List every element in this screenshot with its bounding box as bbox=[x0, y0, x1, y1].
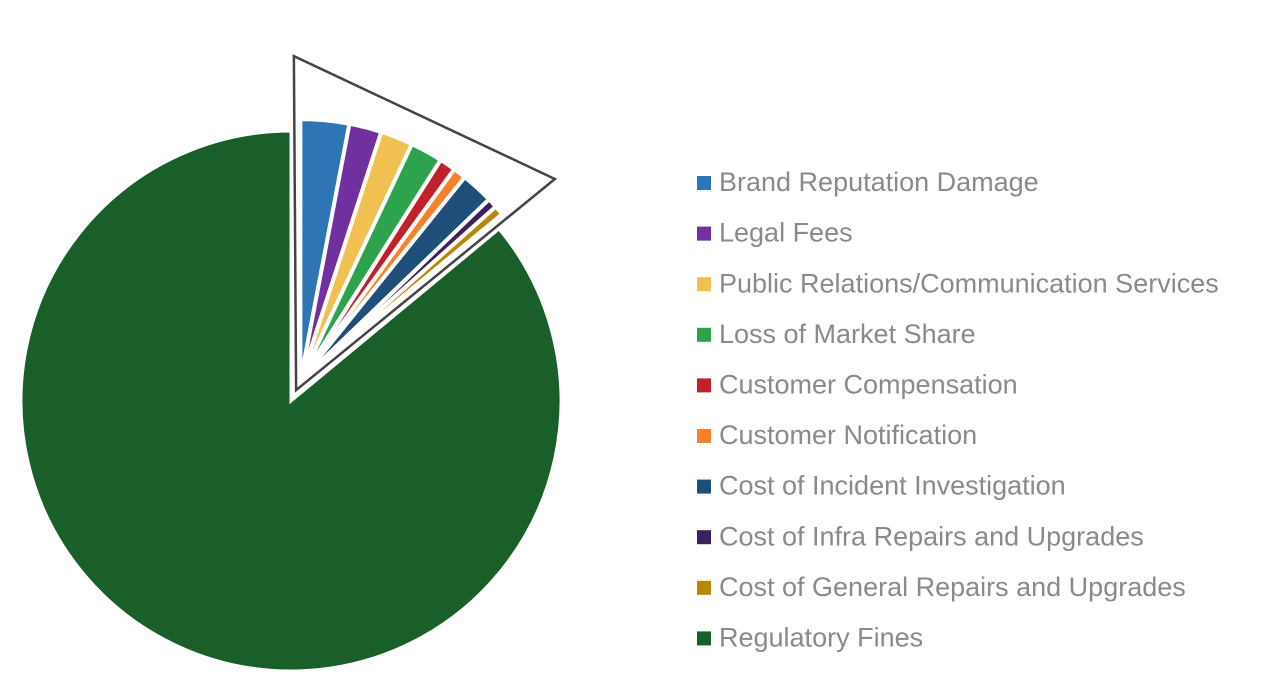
legend-label: Loss of Market Share bbox=[719, 319, 976, 349]
legend-swatch bbox=[697, 226, 711, 241]
legend-swatch bbox=[697, 580, 711, 595]
legend-label: Legal Fees bbox=[719, 218, 853, 248]
legend-swatch bbox=[697, 530, 711, 545]
pie-slice bbox=[19, 129, 563, 673]
legend-swatch bbox=[697, 479, 711, 494]
legend-label: Cost of Infra Repairs and Upgrades bbox=[719, 521, 1144, 551]
legend-label: Cost of Incident Investigation bbox=[719, 471, 1066, 501]
legend-swatch bbox=[697, 176, 711, 190]
legend-label: Cost of General Repairs and Upgrades bbox=[719, 572, 1186, 602]
legend-swatch bbox=[697, 378, 711, 393]
legend-swatch bbox=[697, 327, 711, 342]
legend-label: Customer Compensation bbox=[719, 370, 1018, 400]
legend-label: Brand Reputation Damage bbox=[719, 167, 1039, 197]
legend-swatch bbox=[697, 429, 711, 443]
legend-swatch bbox=[697, 277, 711, 292]
legend-label: Public Relations/Communication Services bbox=[719, 268, 1219, 298]
legend-label: Customer Notification bbox=[719, 420, 977, 450]
pie-slice bbox=[299, 203, 506, 383]
legend-label: Regulatory Fines bbox=[719, 623, 923, 653]
legend-swatch bbox=[697, 631, 711, 646]
